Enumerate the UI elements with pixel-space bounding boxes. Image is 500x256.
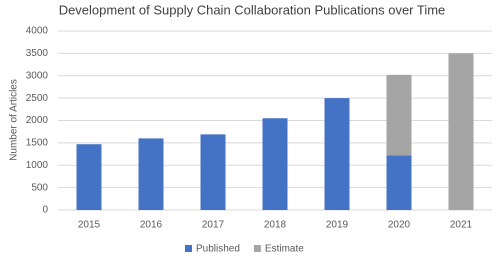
y-tick-label: 3000 [26, 70, 49, 81]
y-tick-label: 1500 [26, 138, 49, 149]
chart-title: Development of Supply Chain Collaboratio… [59, 2, 446, 17]
legend-label: Estimate [265, 244, 304, 255]
x-tick-label: 2016 [140, 220, 163, 231]
legend-label: Published [196, 244, 240, 255]
bar-segment [200, 134, 226, 210]
x-tick-label: 2021 [450, 220, 473, 231]
x-tick-label: 2015 [78, 220, 101, 231]
x-tick-label: 2019 [326, 220, 349, 231]
y-tick-label: 3500 [26, 48, 49, 59]
y-axis-label: Number of Articles [9, 79, 20, 161]
bar-segment [262, 118, 288, 210]
y-tick-label: 1000 [26, 160, 49, 171]
y-tick-label: 2500 [26, 93, 49, 104]
y-tick-label: 2000 [26, 115, 49, 126]
y-tick-label: 0 [42, 205, 48, 216]
bar-segment [448, 53, 474, 210]
bar-segment [386, 74, 412, 156]
bar-segment [386, 155, 412, 210]
y-tick-label: 4000 [26, 26, 49, 37]
y-tick-label: 500 [31, 182, 48, 193]
bar-segment [138, 138, 164, 210]
x-tick-label: 2017 [202, 220, 225, 231]
bar-segment [76, 144, 102, 210]
legend-swatch [185, 245, 192, 252]
legend-swatch [253, 245, 261, 252]
bar-segment [324, 98, 350, 210]
x-tick-label: 2020 [388, 220, 411, 231]
x-tick-label: 2018 [264, 220, 287, 231]
